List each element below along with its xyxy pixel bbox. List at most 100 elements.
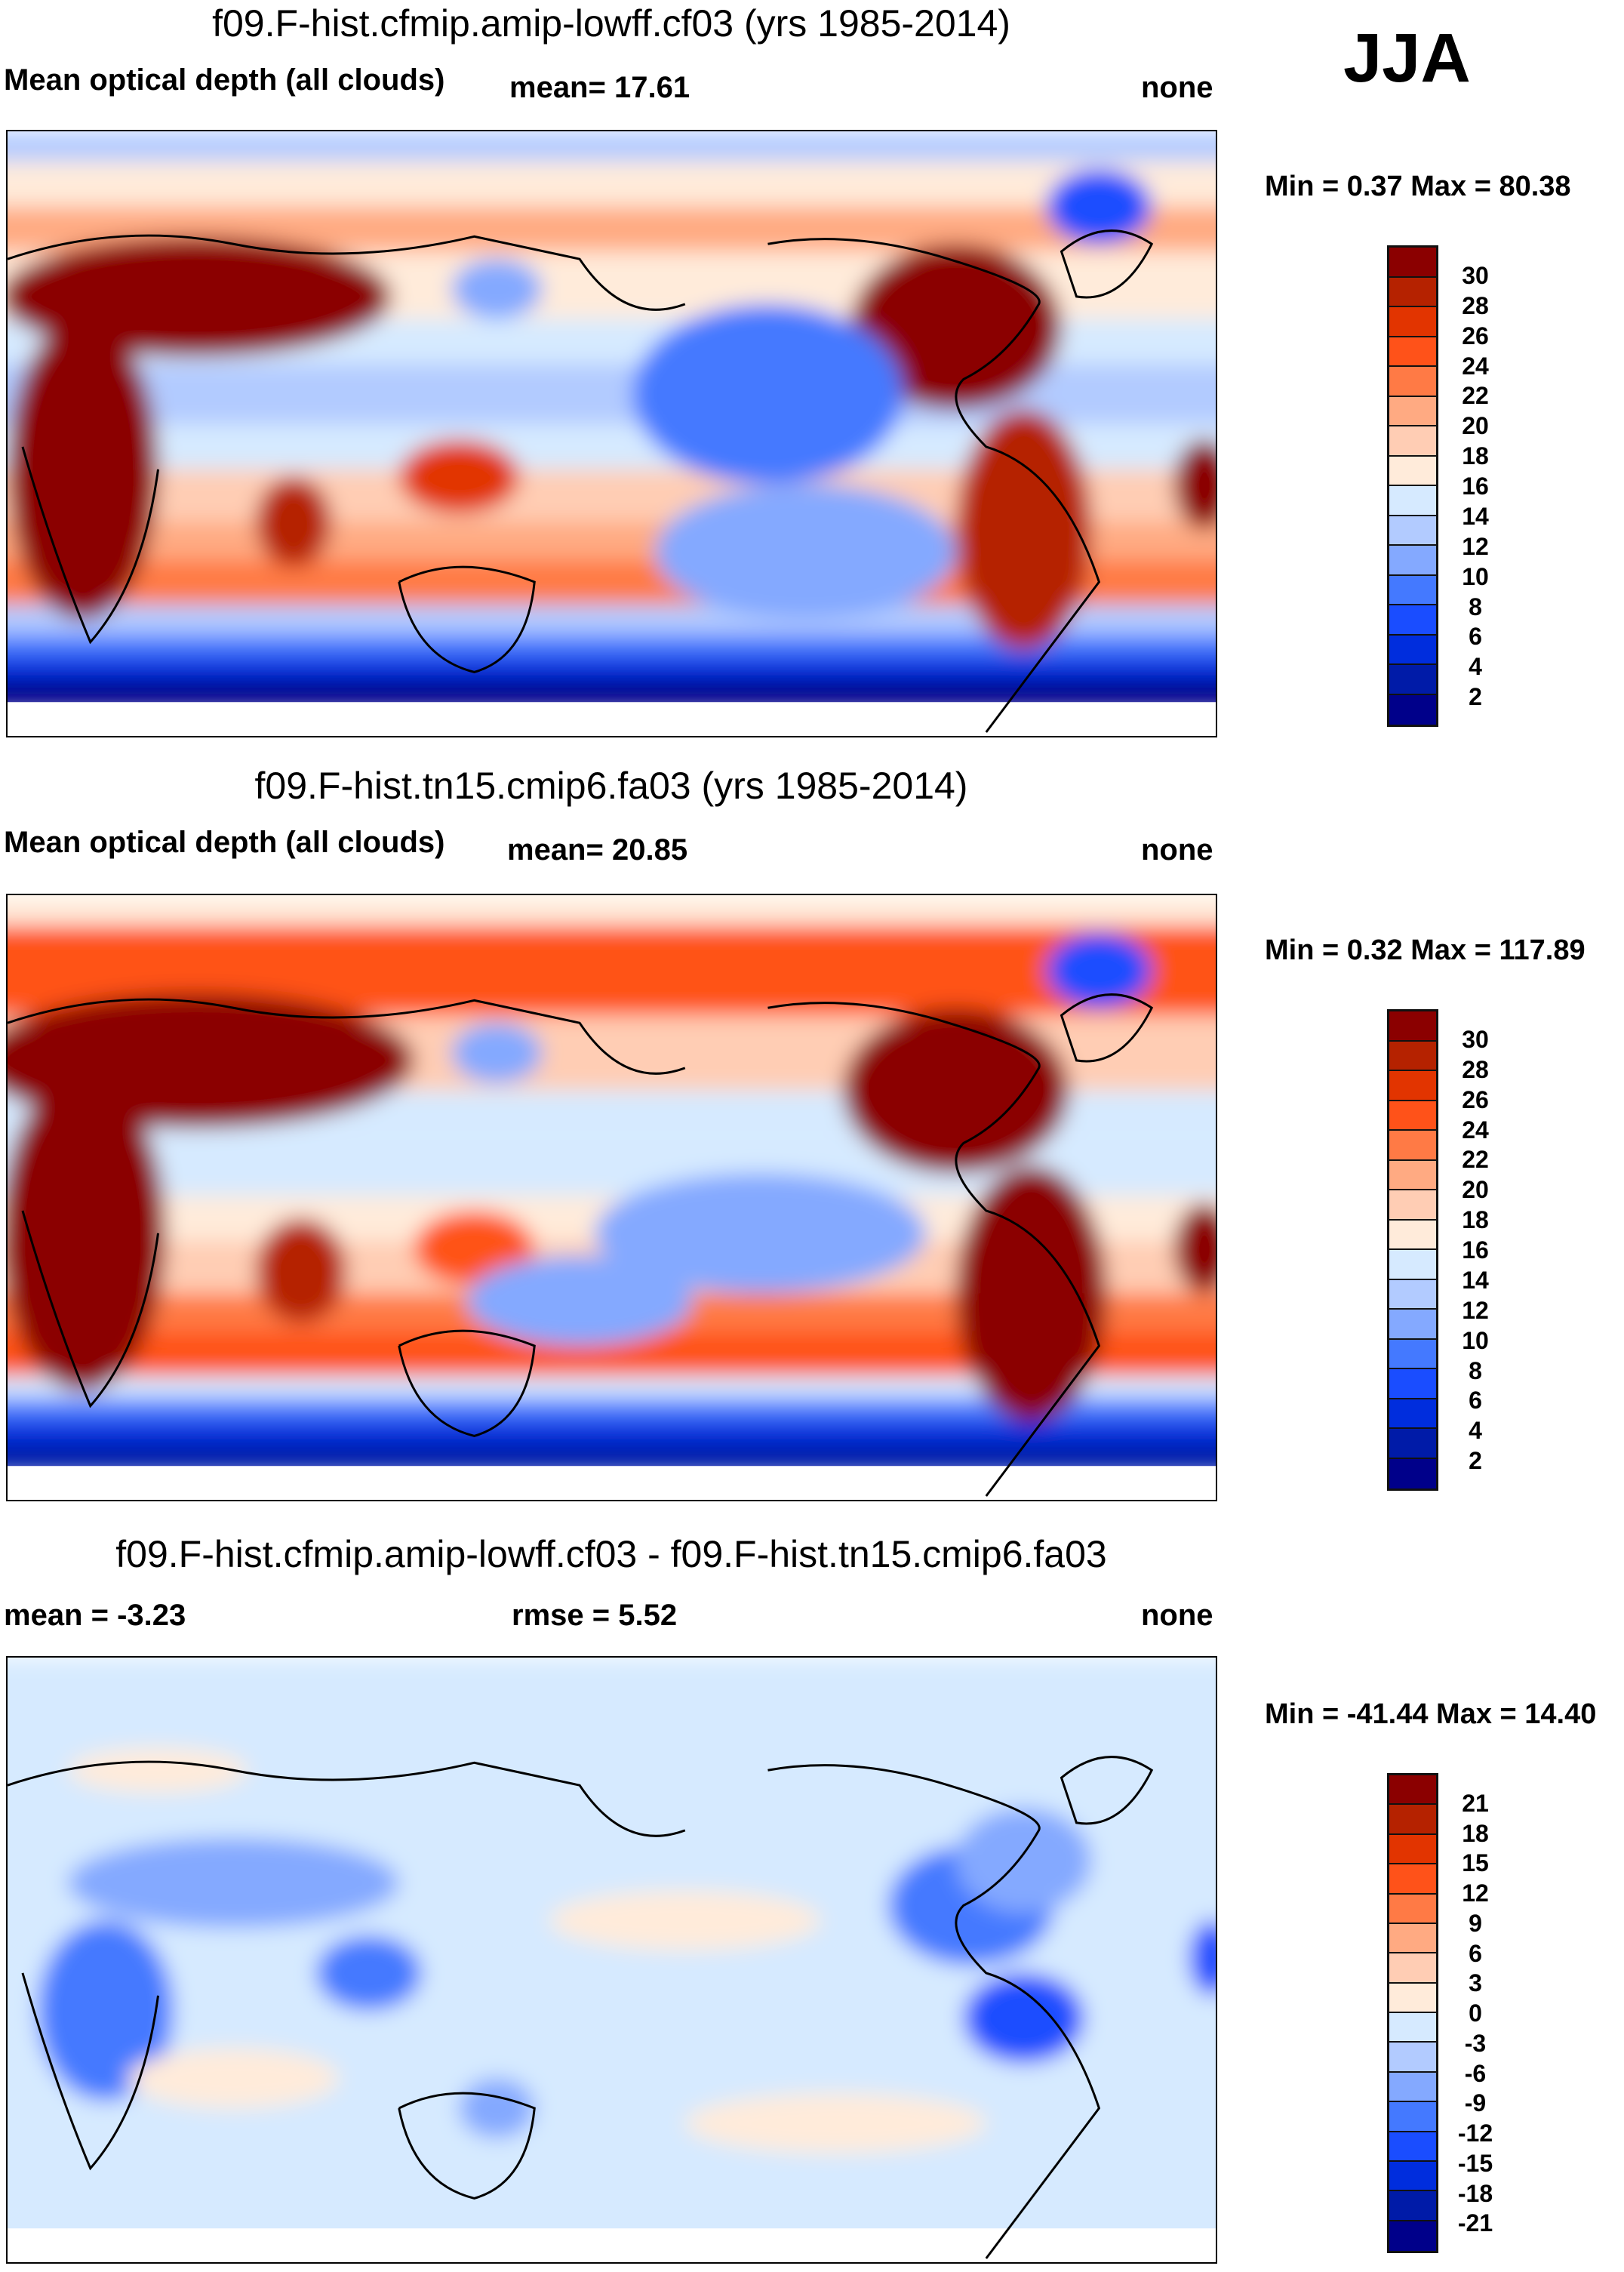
- zonal-band: [8, 925, 1216, 971]
- colorbar-swatch: [1389, 1983, 1436, 2013]
- field-region: [1046, 932, 1152, 1008]
- panel1-colorbar: [1387, 245, 1438, 727]
- colorbar-swatch: [1389, 1805, 1436, 1835]
- field-region: [684, 2093, 986, 2153]
- colorbar-swatch: [1389, 1250, 1436, 1280]
- field-region: [459, 2078, 535, 2138]
- colorbar-tick-label: -21: [1457, 2209, 1493, 2237]
- panel1-none: none: [1141, 71, 1213, 104]
- colorbar-swatch: [1389, 277, 1436, 307]
- colorbar-tick-label: 10: [1462, 562, 1489, 590]
- field-region: [67, 1747, 249, 1793]
- panel2-mean: mean= 20.85: [507, 833, 688, 867]
- colorbar-swatch: [1389, 1894, 1436, 1924]
- field-region: [843, 1008, 1069, 1174]
- colorbar-swatch: [1389, 1310, 1436, 1340]
- zonal-band: [8, 657, 1216, 680]
- colorbar-swatch: [1389, 1071, 1436, 1101]
- colorbar-tick-label: 18: [1462, 1819, 1489, 1847]
- coastline: [8, 234, 686, 311]
- zonal-band: [8, 131, 1216, 162]
- field-region: [466, 1255, 693, 1347]
- colorbar-tick-label: 30: [1462, 261, 1489, 289]
- colorbar-swatch: [1389, 516, 1436, 546]
- colorbar-swatch: [1389, 367, 1436, 397]
- colorbar-swatch: [1389, 1131, 1436, 1161]
- field-region: [451, 1023, 543, 1083]
- colorbar-swatch: [1389, 575, 1436, 605]
- colorbar-tick-label: 6: [1469, 1939, 1482, 1967]
- field-region: [67, 1837, 399, 1929]
- colorbar-swatch: [1389, 456, 1436, 486]
- coastline: [21, 1210, 159, 1408]
- colorbar-tick-label: 20: [1462, 412, 1489, 440]
- colorbar-swatch: [1389, 2013, 1436, 2043]
- panel3-title: f09.F-hist.cfmip.amip-lowff.cf03 - f09.F…: [115, 1533, 1107, 1575]
- colorbar-swatch: [1389, 2221, 1436, 2251]
- field-layer: [8, 1658, 1216, 2262]
- panel1-mean: mean= 17.61: [509, 71, 691, 104]
- coastline: [767, 238, 1101, 733]
- colorbar-swatch: [1389, 307, 1436, 337]
- panel3-none: none: [1141, 1599, 1213, 1632]
- colorbar-swatch: [1389, 426, 1436, 457]
- colorbar-tick-label: 24: [1462, 1116, 1489, 1144]
- coastline: [398, 2092, 536, 2200]
- colorbar-tick-label: 30: [1462, 1025, 1489, 1053]
- colorbar-swatch: [1389, 2043, 1436, 2073]
- field-region: [8, 319, 158, 620]
- colorbar-tick-label: 24: [1462, 352, 1489, 380]
- colorbar-swatch: [1389, 1011, 1436, 1042]
- colorbar-tick-label: 3: [1469, 1969, 1482, 1997]
- panel2-none: none: [1141, 833, 1213, 867]
- colorbar-tick-label: 14: [1462, 502, 1489, 530]
- colorbar-tick-label: 20: [1462, 1176, 1489, 1204]
- panel1-map: [6, 130, 1217, 737]
- colorbar-tick-label: 28: [1462, 1055, 1489, 1083]
- colorbar-tick-label: -18: [1457, 2179, 1493, 2207]
- field-region: [955, 1165, 1107, 1421]
- field-region: [632, 303, 904, 485]
- colorbar-tick-label: -15: [1457, 2149, 1493, 2177]
- field-region: [398, 439, 520, 515]
- colorbar-tick-label: 12: [1462, 1296, 1489, 1324]
- field-region: [256, 1218, 346, 1324]
- field-region: [963, 1972, 1084, 2064]
- coastline: [1060, 993, 1154, 1063]
- missing-data-antarctica: [8, 1466, 1216, 1500]
- coastline: [398, 1329, 536, 1437]
- field-region: [549, 1890, 821, 1951]
- field-region: [654, 484, 956, 620]
- zonal-band: [8, 161, 1216, 207]
- colorbar-swatch: [1389, 1369, 1436, 1399]
- colorbar-swatch: [1389, 1220, 1436, 1250]
- colorbar-tick-label: 8: [1469, 593, 1482, 620]
- colorbar-swatch: [1389, 337, 1436, 367]
- colorbar-tick-label: 14: [1462, 1266, 1489, 1294]
- colorbar-tick-label: 26: [1462, 1085, 1489, 1113]
- season-label: JJA: [1343, 20, 1471, 97]
- zonal-band: [8, 895, 1216, 925]
- panel2-title: f09.F-hist.tn15.cmip6.fa03 (yrs 1985-201…: [254, 765, 968, 807]
- missing-data-antarctica: [8, 702, 1216, 736]
- field-layer: [8, 895, 1216, 1474]
- colorbar-tick-label: 18: [1462, 1206, 1489, 1234]
- panel2-map: [6, 894, 1217, 1501]
- colorbar-swatch: [1389, 665, 1436, 695]
- colorbar-swatch: [1389, 1190, 1436, 1221]
- colorbar-tick-label: 12: [1462, 532, 1489, 560]
- field-region: [1189, 1920, 1216, 1996]
- colorbar-swatch: [1389, 2191, 1436, 2221]
- panel1-minmax: Min = 0.37 Max = 80.38: [1265, 171, 1571, 202]
- colorbar-swatch: [1389, 1429, 1436, 1459]
- panel2-colorbar: [1387, 1009, 1438, 1491]
- colorbar-swatch: [1389, 396, 1436, 426]
- field-layer: [8, 131, 1216, 710]
- coastline: [398, 565, 536, 673]
- coastline: [767, 1002, 1101, 1497]
- colorbar-swatch: [1389, 2161, 1436, 2192]
- coastline: [21, 446, 159, 645]
- colorbar-swatch: [1389, 248, 1436, 278]
- field-region: [256, 476, 331, 568]
- colorbar-swatch: [1389, 2102, 1436, 2132]
